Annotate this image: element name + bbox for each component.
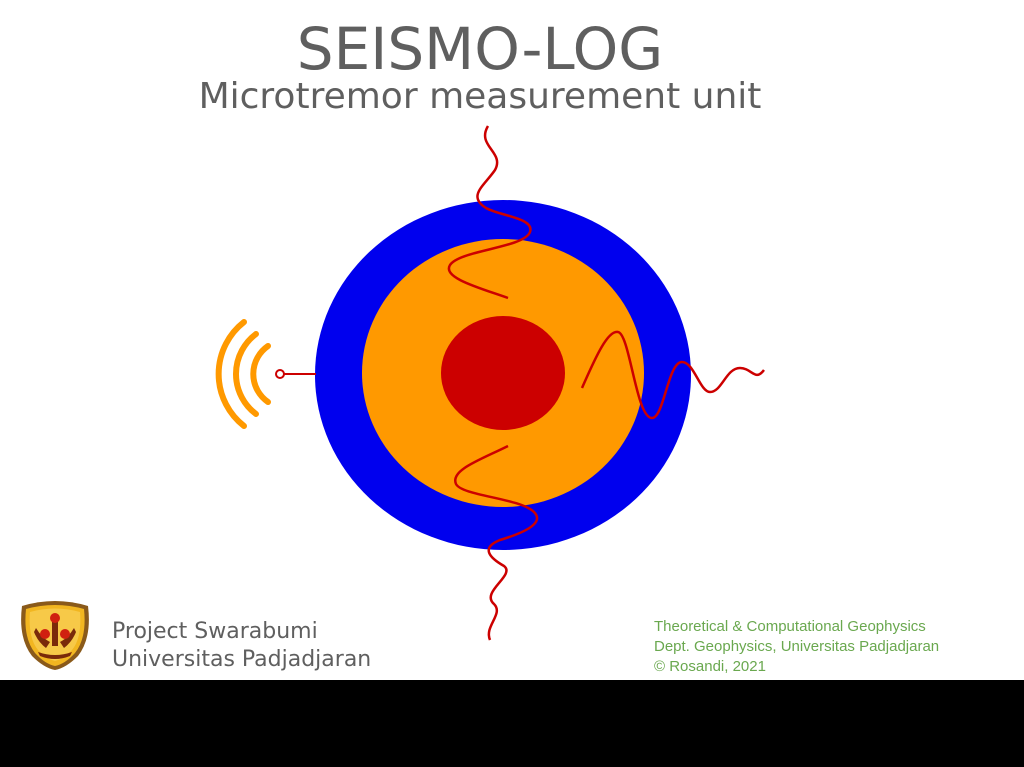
wireless-signal-icon <box>215 319 316 429</box>
project-name: Project Swarabumi <box>112 619 318 644</box>
project-info: Project Swarabumi Universitas Padjadjara… <box>112 618 371 674</box>
credit-group: Theoretical & Computational Geophysics <box>654 618 926 635</box>
credit-copyright: © Rosandi, 2021 <box>654 658 766 675</box>
seismic-diagram <box>215 125 765 641</box>
university-name: Universitas Padjadjaran <box>112 647 372 672</box>
right-wave <box>580 330 765 420</box>
page-subtitle: Microtremor measurement unit <box>198 76 762 117</box>
page-title: SEISMO-LOG <box>296 15 664 83</box>
bottom-wave <box>454 444 539 641</box>
top-wave <box>447 125 532 300</box>
university-seal-icon <box>21 601 89 670</box>
bottom-black-bar <box>0 680 1024 767</box>
core <box>441 316 565 430</box>
credit-department: Dept. Geophysics, Universitas Padjadjara… <box>654 638 940 655</box>
credits: Theoretical & Computational Geophysics D… <box>654 617 939 677</box>
